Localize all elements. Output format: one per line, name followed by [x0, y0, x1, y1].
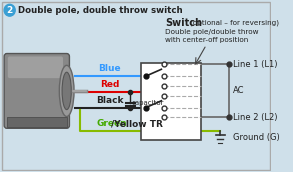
Text: with center-off position: with center-off position — [165, 37, 248, 43]
Circle shape — [4, 4, 15, 16]
Text: Line 1 (L1): Line 1 (L1) — [233, 60, 277, 69]
Ellipse shape — [62, 72, 71, 110]
Text: Switch: Switch — [165, 18, 202, 28]
Text: Black: Black — [96, 96, 124, 105]
Ellipse shape — [59, 65, 74, 116]
Bar — [141, 63, 201, 140]
Text: Double pole, double throw switch: Double pole, double throw switch — [18, 6, 183, 15]
Bar — [7, 117, 67, 127]
Text: Green: Green — [96, 119, 127, 128]
Text: 2: 2 — [6, 6, 13, 15]
Text: Double pole/double throw: Double pole/double throw — [165, 29, 258, 35]
Text: (optional – for reversing): (optional – for reversing) — [190, 20, 279, 26]
Text: Line 2 (L2): Line 2 (L2) — [233, 113, 277, 122]
Text: capacitor: capacitor — [132, 100, 164, 106]
Text: Red: Red — [100, 80, 120, 89]
Text: AC: AC — [233, 86, 245, 95]
FancyBboxPatch shape — [8, 56, 63, 78]
Text: /Yellow TR: /Yellow TR — [111, 119, 163, 128]
Text: Ground (G): Ground (G) — [233, 133, 280, 142]
FancyBboxPatch shape — [4, 53, 69, 128]
Text: Blue: Blue — [98, 64, 121, 73]
